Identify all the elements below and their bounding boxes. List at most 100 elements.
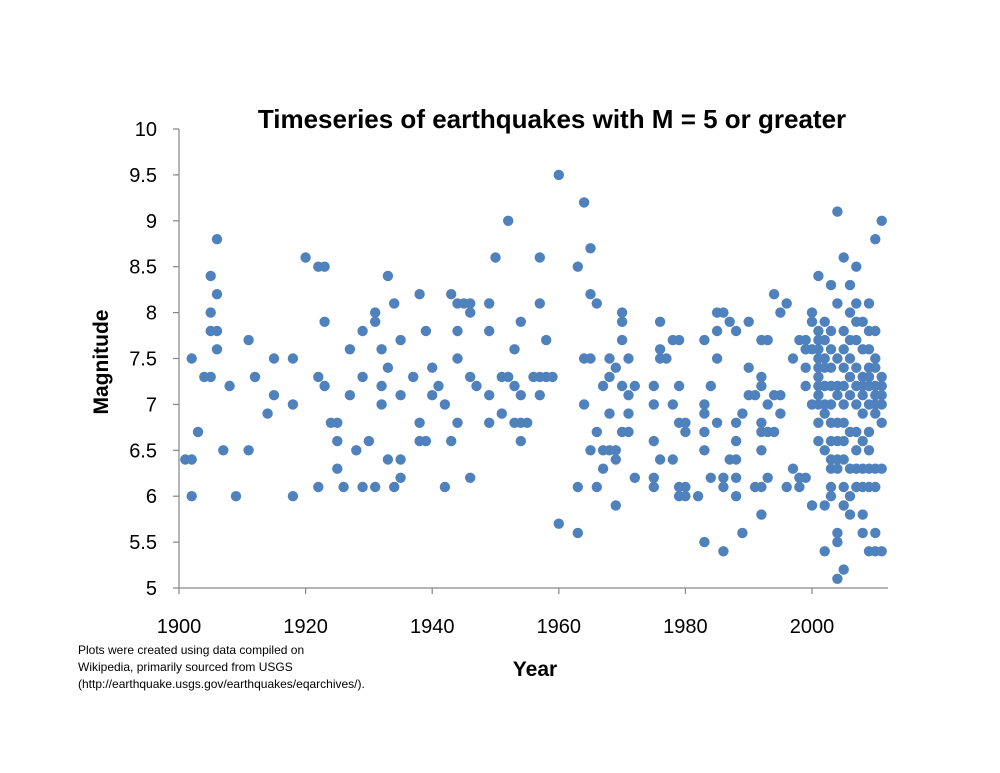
data-point xyxy=(825,491,837,502)
data-point xyxy=(838,481,849,493)
data-point xyxy=(616,334,628,346)
data-point xyxy=(287,491,299,502)
data-point xyxy=(819,334,830,346)
data-point xyxy=(243,334,254,346)
data-point xyxy=(205,371,216,383)
data-point xyxy=(699,426,710,438)
data-point xyxy=(427,390,438,401)
source-note: Plots were created using data compiled o… xyxy=(78,642,408,693)
data-point xyxy=(319,261,330,272)
y-tick-label: 9.5 xyxy=(129,165,157,187)
data-point xyxy=(800,472,811,483)
data-point xyxy=(876,399,887,410)
data-point xyxy=(768,426,780,438)
data-point xyxy=(585,289,596,300)
data-point xyxy=(825,279,837,291)
data-point xyxy=(876,417,887,428)
data-point xyxy=(610,445,621,456)
data-point xyxy=(357,371,368,383)
data-point xyxy=(876,463,887,474)
data-point xyxy=(503,215,514,226)
data-point xyxy=(604,408,615,419)
data-point xyxy=(376,399,387,410)
data-point xyxy=(186,454,197,465)
data-point xyxy=(597,463,609,474)
data-point xyxy=(484,298,495,309)
data-point xyxy=(775,408,786,419)
data-point xyxy=(844,307,856,318)
data-point xyxy=(838,344,849,355)
data-point xyxy=(870,325,881,337)
data-point xyxy=(718,546,729,557)
data-point xyxy=(756,417,767,428)
data-point xyxy=(332,417,343,428)
data-point xyxy=(332,435,343,447)
data-point xyxy=(484,390,495,401)
data-point xyxy=(186,353,197,364)
data-point xyxy=(496,408,507,419)
data-point xyxy=(838,252,849,263)
data-point xyxy=(705,472,716,483)
data-point xyxy=(756,380,767,392)
data-point xyxy=(667,399,678,410)
data-point xyxy=(490,252,501,263)
data-point xyxy=(534,298,545,309)
data-point xyxy=(522,417,533,428)
source-note-line: Wikipedia, primarily sourced from USGS xyxy=(78,660,293,674)
data-point xyxy=(730,472,742,483)
data-point xyxy=(825,399,837,410)
data-point xyxy=(692,491,704,502)
data-point xyxy=(648,472,659,483)
data-point xyxy=(857,527,868,539)
data-point xyxy=(553,518,564,529)
data-point xyxy=(787,463,799,474)
data-point xyxy=(648,380,659,392)
data-point xyxy=(610,500,621,511)
x-tick-label: 1920 xyxy=(283,616,328,638)
data-point xyxy=(819,500,830,511)
data-point xyxy=(585,243,596,254)
data-point xyxy=(851,445,862,456)
data-point xyxy=(756,371,767,383)
data-point xyxy=(832,353,843,364)
data-point xyxy=(680,481,691,493)
data-point xyxy=(654,454,666,465)
data-point xyxy=(857,390,868,401)
data-point xyxy=(813,390,824,401)
data-point xyxy=(857,435,868,447)
data-point xyxy=(629,472,640,483)
data-point xyxy=(591,481,602,493)
data-point xyxy=(230,491,242,502)
data-point xyxy=(509,380,520,392)
data-point xyxy=(395,454,406,465)
data-point xyxy=(743,362,754,373)
data-point xyxy=(616,307,628,318)
data-point xyxy=(819,353,830,364)
data-point xyxy=(832,536,843,548)
data-point xyxy=(610,454,621,465)
y-axis-ticks: 5 5.5 6 6.5 7 7.5 8 8.5 9 9.5 10 xyxy=(129,119,179,600)
data-point xyxy=(863,344,875,355)
data-point xyxy=(876,371,887,383)
data-point xyxy=(870,481,881,493)
y-axis-label: Magnitude xyxy=(90,310,113,415)
data-point xyxy=(832,463,843,474)
data-point xyxy=(819,546,830,557)
data-point xyxy=(756,445,767,456)
data-point xyxy=(699,408,710,419)
data-point xyxy=(211,289,223,300)
data-point xyxy=(832,527,843,539)
data-point xyxy=(654,316,666,327)
data-point xyxy=(800,380,811,392)
data-point xyxy=(699,399,710,410)
y-tick-label: 7 xyxy=(146,394,157,416)
data-point xyxy=(382,270,394,282)
data-point xyxy=(439,399,451,410)
data-point xyxy=(832,390,843,401)
data-point xyxy=(857,316,868,327)
data-point xyxy=(762,334,773,346)
data-point xyxy=(205,307,216,318)
data-point xyxy=(825,325,837,337)
data-point xyxy=(730,491,742,502)
data-point xyxy=(813,417,824,428)
